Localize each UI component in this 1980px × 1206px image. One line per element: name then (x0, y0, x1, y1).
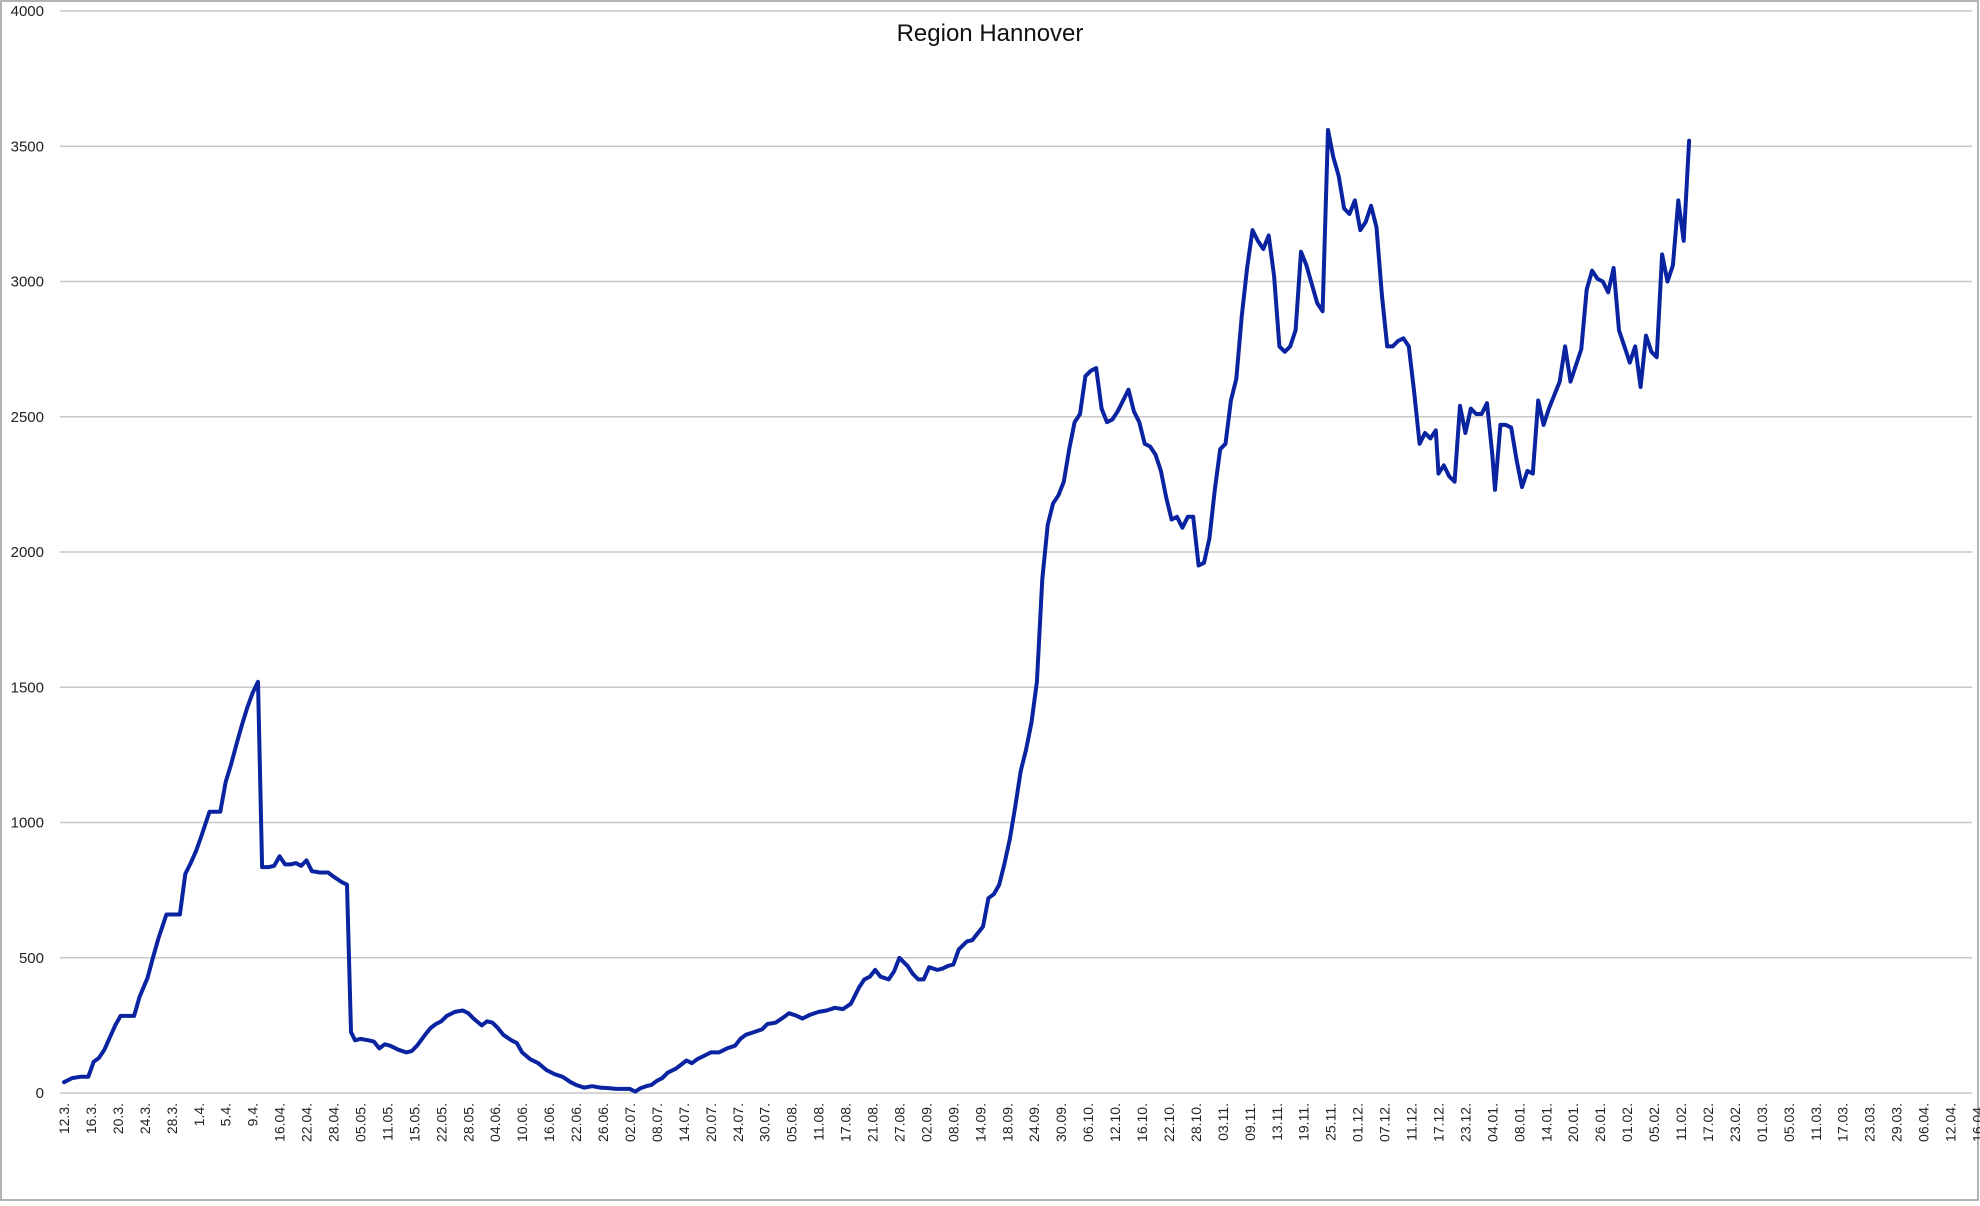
x-axis-ticks: 12.3. 16.3. 20.3. 24.3. 28.3. 1.4. 5.4. 9.4. 16.… (56, 1103, 1980, 1142)
x-tick-label: 21.08. (865, 1103, 881, 1142)
x-tick-label: 9.4. (245, 1103, 261, 1126)
x-tick-label: 12.3. (56, 1103, 72, 1134)
x-tick-label: 11.03. (1808, 1103, 1824, 1141)
x-tick-label: 05.05. (352, 1103, 368, 1142)
y-tick-label: 3500 (11, 138, 44, 155)
x-tick-label: 29.03. (1889, 1103, 1905, 1142)
x-tick-label: 28.10. (1188, 1103, 1204, 1142)
x-tick-label: 26.01. (1592, 1103, 1608, 1142)
x-tick-label: 05.08. (784, 1103, 800, 1142)
x-tick-label: 1.4. (191, 1103, 207, 1126)
x-tick-label: 28.3. (164, 1103, 180, 1134)
y-tick-label: 2500 (11, 409, 44, 426)
y-tick-label: 4000 (11, 3, 44, 20)
y-tick-label: 2000 (11, 544, 44, 561)
x-tick-label: 22.10. (1161, 1103, 1177, 1142)
x-tick-label: 12.04. (1943, 1103, 1959, 1142)
x-tick-label: 08.07. (649, 1103, 665, 1142)
x-tick-label: 24.3. (137, 1103, 153, 1134)
x-tick-label: 22.05. (433, 1103, 449, 1142)
x-tick-label: 14.07. (676, 1103, 692, 1142)
x-tick-label: 05.03. (1781, 1103, 1797, 1142)
x-tick-label: 01.03. (1754, 1103, 1770, 1142)
x-tick-label: 23.02. (1727, 1103, 1743, 1142)
y-tick-label: 500 (19, 950, 44, 967)
x-tick-label: 07.12. (1377, 1103, 1393, 1142)
x-tick-label: 16.06. (541, 1103, 557, 1142)
x-tick-label: 18.09. (999, 1103, 1015, 1142)
x-tick-label: 05.02. (1646, 1103, 1662, 1142)
x-tick-label: 01.02. (1619, 1103, 1635, 1142)
x-tick-label: 5.4. (218, 1103, 234, 1126)
x-tick-label: 23.03. (1862, 1103, 1878, 1142)
series-line (62, 128, 1692, 1094)
x-tick-label: 30.09. (1053, 1103, 1069, 1142)
x-tick-label: 16.10. (1134, 1103, 1150, 1142)
y-tick-label: 3000 (11, 274, 44, 291)
x-tick-label: 20.3. (110, 1103, 126, 1134)
x-tick-label: 16.3. (83, 1103, 99, 1134)
x-tick-label: 03.11. (1215, 1103, 1231, 1141)
x-tick-label: 11.05. (379, 1103, 395, 1141)
x-tick-label: 12.10. (1107, 1103, 1123, 1142)
x-tick-label: 15.05. (406, 1103, 422, 1142)
x-tick-label: 11.12. (1404, 1103, 1420, 1141)
x-tick-label: 16.04. (272, 1103, 288, 1142)
x-tick-label: 10.06. (514, 1103, 530, 1142)
x-tick-label: 14.01. (1538, 1103, 1554, 1142)
x-tick-label: 24.07. (730, 1103, 746, 1142)
x-tick-label: 11.08. (811, 1103, 827, 1141)
y-tick-label: 1000 (11, 815, 44, 832)
x-tick-label: 25.11. (1323, 1103, 1339, 1141)
x-tick-label: 19.11. (1296, 1103, 1312, 1141)
x-tick-label: 09.11. (1242, 1103, 1258, 1141)
x-tick-label: 17.03. (1835, 1103, 1851, 1142)
x-tick-label: 22.04. (299, 1103, 315, 1142)
x-tick-label: 23.12. (1457, 1103, 1473, 1142)
x-tick-label: 27.08. (891, 1103, 907, 1142)
x-tick-label: 28.04. (326, 1103, 342, 1142)
y-axis-ticks: 0 500 1000 1500 2000 2500 3000 3500 4000 (11, 3, 44, 1102)
x-tick-label: 01.12. (1350, 1103, 1366, 1142)
y-tick-label: 0 (36, 1085, 44, 1102)
chart-title: Region Hannover (897, 20, 1084, 47)
x-tick-label: 17.12. (1430, 1103, 1446, 1142)
x-tick-label: 16.04. (1969, 1103, 1980, 1142)
x-tick-label: 08.09. (945, 1103, 961, 1142)
x-tick-label: 04.01. (1484, 1103, 1500, 1142)
y-tick-label: 1500 (11, 679, 44, 696)
x-tick-label: 06.10. (1080, 1103, 1096, 1142)
x-tick-label: 20.01. (1565, 1103, 1581, 1142)
x-tick-label: 20.07. (703, 1103, 719, 1142)
x-tick-label: 24.09. (1026, 1103, 1042, 1142)
x-tick-label: 02.07. (622, 1103, 638, 1142)
grid-layer (60, 10, 1972, 1094)
x-tick-label: 08.01. (1511, 1103, 1527, 1142)
x-tick-label: 26.06. (595, 1103, 611, 1142)
x-tick-label: 04.06. (487, 1103, 503, 1142)
x-tick-label: 17.02. (1700, 1103, 1716, 1142)
x-tick-label: 11.02. (1673, 1103, 1689, 1141)
x-tick-label: 17.08. (838, 1103, 854, 1142)
x-tick-label: 22.06. (568, 1103, 584, 1142)
x-tick-label: 14.09. (972, 1103, 988, 1142)
series-layer (62, 128, 1692, 1094)
x-tick-label: 02.09. (918, 1103, 934, 1142)
x-tick-label: 06.04. (1916, 1103, 1932, 1142)
x-tick-label: 28.05. (460, 1103, 476, 1142)
x-tick-label: 13.11. (1269, 1103, 1285, 1141)
x-tick-label: 30.07. (757, 1103, 773, 1142)
